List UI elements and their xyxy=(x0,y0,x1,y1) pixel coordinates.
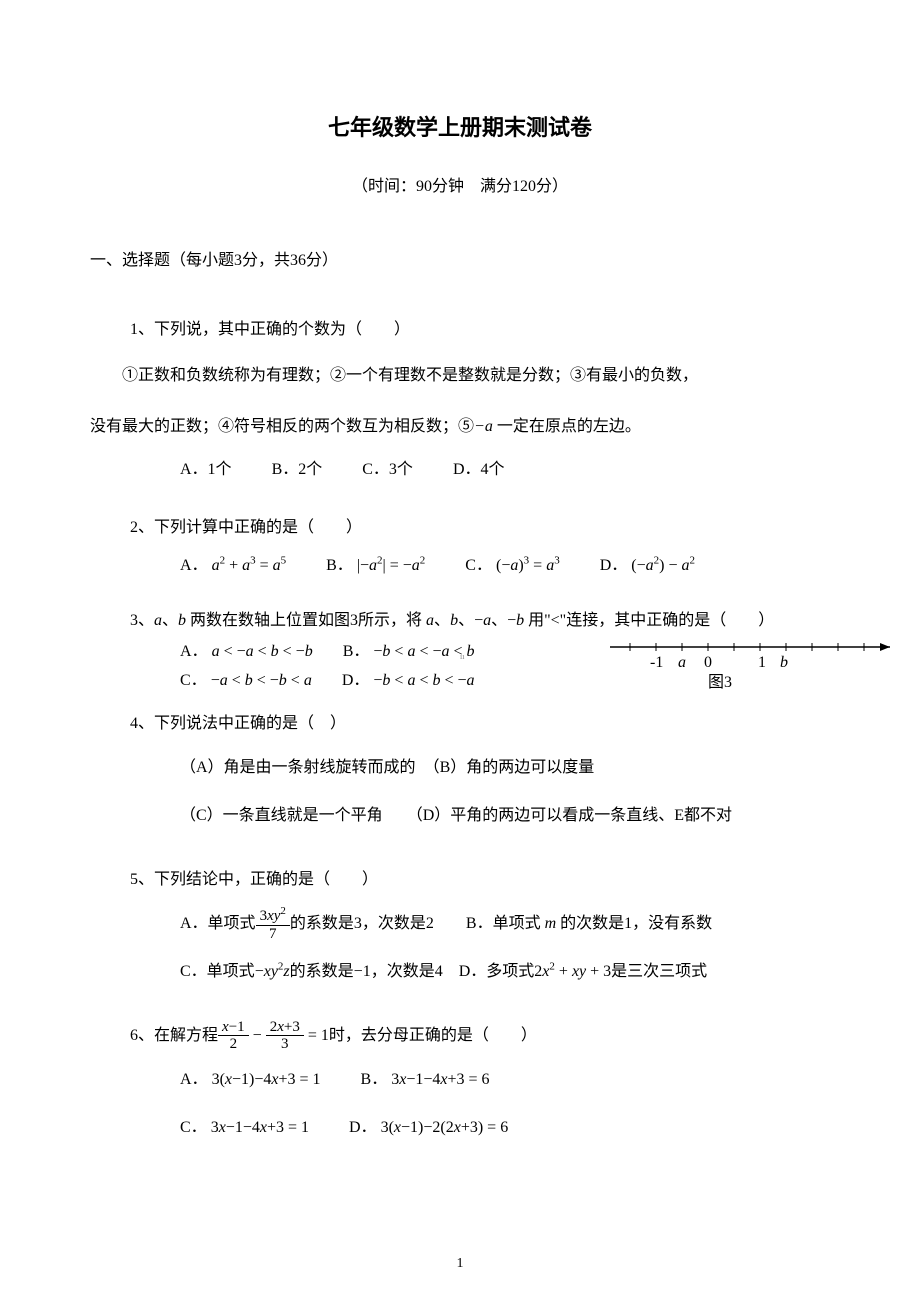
q1-stem: 1、下列说，其中正确的个数为（ ） xyxy=(90,310,830,350)
q4-opt-b: （B）角的两边可以度量 xyxy=(432,759,595,776)
q1-opt-c: C．3个 xyxy=(362,452,413,487)
q1-body-1: ①正数和负数统称为有理数；②一个有理数不是整数就是分数；③有最小的负数， xyxy=(90,350,698,401)
number-line-svg: -1 a 0 1 b 图3 xyxy=(610,632,900,702)
q1-body-2: 没有最大的正数；④符号相反的两个数互为相反数；⑤ xyxy=(90,418,474,435)
q5-opt-b: B．单项式 m 的次数是1，没有系数 xyxy=(466,915,712,932)
q6-opt-b: B． 3x−1−4x+3 = 6 xyxy=(361,1056,490,1104)
question-2: 2、下列计算中正确的是（ ） A． a2 + a3 = a5 B． |−a2| … xyxy=(90,508,830,583)
section-header: 一、选择题（每小题3分，共36分） xyxy=(90,246,830,270)
axis-label-0: 0 xyxy=(704,654,712,671)
q1-opt-a: A．1个 xyxy=(180,452,232,487)
q6-opt-a: A． 3(x−1)−4x+3 = 1 xyxy=(180,1056,321,1104)
q5-opt-a: A．单项式3xy27的系数是3，次数是2 xyxy=(180,915,434,932)
cursor-mark: ıı xyxy=(460,652,464,661)
q6-opt-d: D． 3(x−1)−2(2x+3) = 6 xyxy=(349,1104,508,1152)
q2-opt-d: D． (−a2) − a2 xyxy=(600,548,695,583)
q5-opt-c: C．单项式−xy2z的系数是−1，次数是4 xyxy=(180,963,443,980)
q5-opt-d: D．多项式2x2 + xy + 3是三次三项式 xyxy=(459,963,707,980)
figure-3: -1 a 0 1 b 图3 xyxy=(610,632,900,702)
page-title: 七年级数学上册期末测试卷 xyxy=(90,110,830,142)
q1-options: A．1个 B．2个 C．3个 D．4个 xyxy=(90,452,830,487)
q1-body-2-tail: 一定在原点的左边。 xyxy=(497,418,641,435)
q6-opt-c: C． 3x−1−4x+3 = 1 xyxy=(180,1104,309,1152)
figure-label: 图3 xyxy=(708,674,732,691)
page-number: 1 xyxy=(457,1256,464,1272)
q3-opt-c: C． −a < b < −b < a xyxy=(180,667,312,696)
q4-options: （A）角是由一条射线旋转而成的 （B）角的两边可以度量 （C）一条直线就是一个平… xyxy=(90,744,830,840)
q2-options: A． a2 + a3 = a5 B． |−a2| = −a2 C． (−a)3 … xyxy=(90,548,830,583)
q2-opt-a: A． a2 + a3 = a5 xyxy=(180,548,286,583)
q5-options: A．单项式3xy27的系数是3，次数是2 B．单项式 m 的次数是1，没有系数 … xyxy=(90,900,830,996)
page-subtitle: （时间：90分钟 满分120分） xyxy=(90,172,830,196)
q6-options: A． 3(x−1)−4x+3 = 1 B． 3x−1−4x+3 = 6 C． 3… xyxy=(90,1056,830,1152)
q6-stem: 6、在解方程x−12 − 2x+33 = 1时，去分母正确的是（ ） xyxy=(90,1016,830,1056)
q1-opt-b: B．2个 xyxy=(272,452,323,487)
q1-opt-d: D．4个 xyxy=(453,452,505,487)
q4-opt-a: （A）角是由一条射线旋转而成的 xyxy=(180,759,416,776)
question-1: 1、下列说，其中正确的个数为（ ） ①正数和负数统称为有理数；②一个有理数不是整… xyxy=(90,310,830,488)
axis-label-neg1: -1 xyxy=(650,654,663,671)
q3-opt-a: A． a < −a < b < −b xyxy=(180,638,313,667)
question-6: 6、在解方程x−12 − 2x+33 = 1时，去分母正确的是（ ） A． 3(… xyxy=(90,1016,830,1152)
q2-stem: 2、下列计算中正确的是（ ） xyxy=(90,508,830,548)
axis-label-b: b xyxy=(780,654,788,671)
axis-label-a: a xyxy=(678,654,686,671)
q5-stem: 5、下列结论中，正确的是（ ） xyxy=(90,860,830,900)
q3-stem-pre: 3、 xyxy=(90,612,154,629)
q4-opt-c: （C）一条直线就是一个平角 xyxy=(180,807,383,824)
q3-stem-tail: 用"<"连接，其中正确的是（ ） xyxy=(528,612,774,629)
q3-opt-b: B． −b < a < −a < b xyxy=(343,638,475,667)
q4-opt-d: （D）平角的两边可以看成一条直线、E都不对 xyxy=(415,807,732,824)
q2-opt-c: C． (−a)3 = a3 xyxy=(465,548,559,583)
question-5: 5、下列结论中，正确的是（ ） A．单项式3xy27的系数是3，次数是2 B．单… xyxy=(90,860,830,996)
q1-neg-a: −a xyxy=(474,418,493,435)
q3-stem-mid: 两数在数轴上位置如图3所示，将 xyxy=(190,612,422,629)
q3-opt-d: D． −b < a < b < −a xyxy=(342,667,475,696)
question-4: 4、下列说法中正确的是（ ） （A）角是由一条射线旋转而成的 （B）角的两边可以… xyxy=(90,704,830,840)
q2-opt-b: B． |−a2| = −a2 xyxy=(326,548,425,583)
axis-label-1: 1 xyxy=(758,654,766,671)
q4-stem: 4、下列说法中正确的是（ ） xyxy=(90,704,830,744)
